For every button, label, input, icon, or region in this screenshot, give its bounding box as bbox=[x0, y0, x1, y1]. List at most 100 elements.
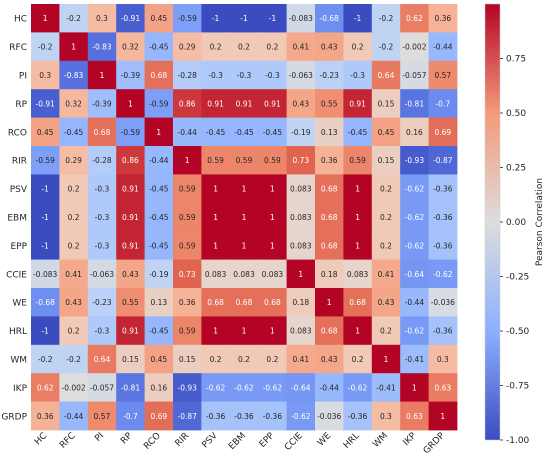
heatmap-cell-PI-PI bbox=[87, 60, 117, 90]
heatmap-cell-PSV-WM bbox=[371, 174, 401, 204]
heatmap-cell-PSV-RP bbox=[116, 174, 145, 204]
heatmap-cell-RFC-RFC bbox=[59, 32, 89, 62]
cell-value-label: 0.2 bbox=[210, 355, 222, 364]
heatmap-cell-PI-PSV bbox=[201, 60, 231, 90]
heatmap-cell-HC-EPP bbox=[258, 4, 287, 33]
heatmap-cell-EPP-WM bbox=[371, 231, 401, 260]
heatmap-cell-GRDP-PI bbox=[87, 401, 117, 431]
cell-value-label: -1 bbox=[269, 14, 277, 23]
row-label: RP bbox=[15, 100, 27, 110]
cell-value-label: 0.63 bbox=[406, 412, 423, 421]
heatmap-cell-WM-WM bbox=[371, 344, 401, 374]
heatmap-cell-RFC-GRDP bbox=[428, 32, 458, 62]
heatmap-cell-HRL-PI bbox=[87, 316, 117, 346]
heatmap-cell-HC-IKP bbox=[400, 4, 429, 33]
row-tick-labels: HC RFC PI RP RCO RIR PSV EBM EPP CCIE WE HRL WM IKP GR… bbox=[1, 15, 27, 423]
cell-value-label: -0.62 bbox=[263, 383, 283, 392]
heatmap-cell-EPP-PI bbox=[87, 231, 117, 260]
heatmap-cell-RCO-RFC bbox=[59, 117, 89, 147]
cell-value-label: 0.41 bbox=[65, 270, 82, 279]
heatmap-cell-EBM-RIR bbox=[173, 202, 202, 232]
row-label: PI bbox=[19, 72, 27, 82]
cell-value-label: -1 bbox=[212, 14, 220, 23]
heatmap-cell-EPP-GRDP bbox=[428, 231, 458, 260]
cell-value-label: -0.59 bbox=[35, 156, 55, 165]
cell-value-label: 0.86 bbox=[179, 99, 196, 108]
heatmap-cell-RCO-GRDP bbox=[428, 117, 458, 147]
cell-value-label: 1 bbox=[355, 185, 360, 194]
cell-value-label: 1 bbox=[213, 185, 218, 194]
cell-value-label: 1 bbox=[355, 327, 360, 336]
cell-value-label: 0.43 bbox=[378, 298, 395, 307]
cell-value-label: 0.62 bbox=[406, 14, 423, 23]
cell-value-label: -0.62 bbox=[405, 327, 425, 336]
cell-value-label: -1 bbox=[354, 14, 362, 23]
heatmap-cell-RCO-HRL bbox=[343, 117, 373, 147]
heatmap-cell-RIR-CCIE bbox=[286, 146, 316, 175]
heatmap-cell-IKP-RCO bbox=[144, 373, 174, 402]
heatmap-cell-HC-PSV bbox=[201, 4, 231, 33]
cell-value-label: 0.43 bbox=[292, 99, 309, 108]
cell-value-label: -0.44 bbox=[433, 43, 453, 52]
heatmap-cell-IKP-EPP bbox=[258, 373, 287, 402]
cell-value-label: -0.23 bbox=[92, 298, 112, 307]
heatmap-cell-GRDP-EPP bbox=[258, 401, 287, 431]
cell-value-label: 0.36 bbox=[321, 156, 338, 165]
cell-value-label: -0.62 bbox=[234, 383, 254, 392]
cell-value-label: -0.44 bbox=[319, 383, 339, 392]
cell-value-label: -0.87 bbox=[177, 412, 197, 421]
heatmap-cell-WE-EBM bbox=[229, 288, 259, 317]
heatmap-cell-WE-WE bbox=[315, 288, 344, 317]
cell-value-label: 0.2 bbox=[352, 43, 364, 52]
heatmap-cell-RFC-IKP bbox=[400, 32, 429, 62]
cell-value-label: -0.91 bbox=[121, 14, 141, 23]
heatmap-cell-RP-RP bbox=[116, 89, 145, 118]
heatmap-cell-RP-EBM bbox=[229, 89, 259, 118]
colorbar bbox=[484, 3, 501, 441]
cell-value-label: 1 bbox=[100, 71, 105, 80]
cell-value-label: -0.45 bbox=[149, 185, 169, 194]
cell-value-label: -0.41 bbox=[405, 355, 425, 364]
heatmap-cell-HC-RIR bbox=[173, 4, 202, 33]
cell-value-label: 1 bbox=[185, 156, 190, 165]
row-label: PSV bbox=[10, 185, 28, 195]
cell-value-label: 0.083 bbox=[290, 327, 312, 336]
cell-value-label: -0.057 bbox=[90, 383, 114, 392]
heatmap-cell-IKP-PI bbox=[87, 373, 117, 402]
heatmap-cell-PI-HC bbox=[31, 60, 60, 90]
heatmap-cell-WM-RIR bbox=[173, 344, 202, 374]
heatmap-cell-HC-WE bbox=[315, 4, 344, 33]
row-label: RIR bbox=[12, 157, 27, 167]
heatmap-cell-PSV-WE bbox=[315, 174, 344, 204]
cell-value-label: 1 bbox=[213, 327, 218, 336]
heatmap-cell-RP-GRDP bbox=[428, 89, 458, 118]
heatmap-cell-PI-RCO bbox=[144, 60, 174, 90]
cell-value-label: -0.063 bbox=[289, 71, 313, 80]
cell-value-label: 1 bbox=[270, 213, 275, 222]
cell-value-label: -0.3 bbox=[95, 185, 110, 194]
cell-value-label: 0.43 bbox=[321, 355, 338, 364]
heatmap-cell-HC-EBM bbox=[229, 4, 259, 33]
cell-value-label: -0.64 bbox=[291, 383, 311, 392]
row-label: WE bbox=[12, 299, 27, 309]
column-label: CCIE bbox=[283, 431, 305, 453]
heatmap-cell-CCIE-WE bbox=[315, 259, 344, 289]
heatmap-cell-WE-RP bbox=[116, 288, 145, 317]
heatmap-cell-WM-CCIE bbox=[286, 344, 316, 374]
heatmap-cell-RFC-RP bbox=[116, 32, 145, 62]
heatmap-cell-EBM-EBM bbox=[229, 202, 259, 232]
column-label: PSV bbox=[200, 430, 220, 450]
cell-value-label: 1 bbox=[270, 185, 275, 194]
heatmap-cell-RFC-RIR bbox=[173, 32, 202, 62]
cell-value-label: 0.083 bbox=[205, 270, 227, 279]
cell-value-label: 0.083 bbox=[290, 185, 312, 194]
heatmap-cell-RFC-HC bbox=[31, 32, 60, 62]
heatmap-cell-EPP-HC bbox=[31, 231, 60, 260]
heatmap-cell-HRL-RCO bbox=[144, 316, 174, 346]
heatmap-cell-EBM-WE bbox=[315, 202, 344, 232]
row-label: EBM bbox=[7, 214, 27, 224]
colorbar-ticks: 0.75 0.50 0.25 0.00 -0.25 -0.50 -0.75 -1.00 bbox=[500, 55, 530, 446]
heatmap-cell-IKP-RP bbox=[116, 373, 145, 402]
